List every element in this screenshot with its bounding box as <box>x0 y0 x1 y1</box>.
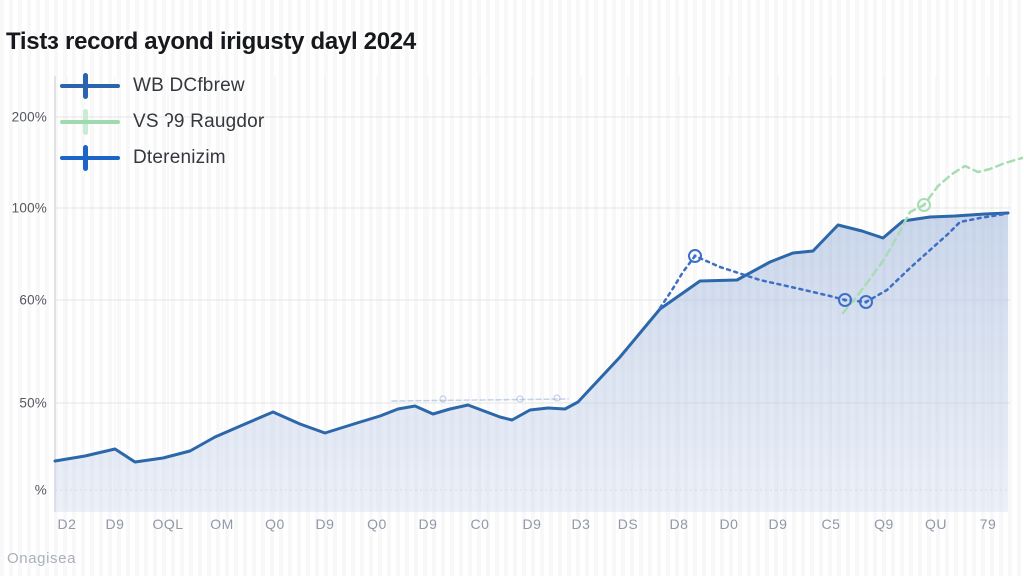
x-axis-tick-label: QU <box>925 516 947 532</box>
x-axis-tick-label: D2 <box>57 516 77 532</box>
x-axis-tick-label: OQL <box>152 516 184 532</box>
x-axis-tick-label: Q0 <box>265 516 285 532</box>
series-markers <box>439 198 931 403</box>
legend-plus-marker-icon <box>60 71 120 101</box>
legend-item: VS ʔ9 Raugdor <box>60 104 264 140</box>
source-caption: Onagisea <box>7 550 77 567</box>
y-axis-tick-label: 100% <box>11 200 47 216</box>
y-axis-tick-label: 60% <box>19 292 47 308</box>
x-axis-tick-label: Q0 <box>367 516 387 532</box>
legend-item: WB DCfbrew <box>60 68 264 104</box>
x-axis-tick-label: D8 <box>669 516 689 532</box>
x-axis-tick-label: D9 <box>418 516 438 532</box>
legend-label: VS ʔ9 Raugdor <box>133 111 265 132</box>
legend: WB DCfbrew VS ʔ9 Raugdor Dterenizim <box>60 68 264 176</box>
x-axis-tick-label: D0 <box>719 516 739 532</box>
area-fill <box>55 213 1008 512</box>
legend-plus-marker-icon <box>60 107 120 137</box>
x-axis-tick-label: D3 <box>571 516 591 532</box>
chart-title: Tistɜ record ayond irigusty dayl 2024 <box>6 28 416 55</box>
x-axis-tick-label: D9 <box>105 516 125 532</box>
y-axis-tick-label: % <box>34 482 47 498</box>
x-axis-tick-label: 79 <box>979 516 997 532</box>
x-axis-tick-label: D9 <box>522 516 542 532</box>
legend-label: Dterenizim <box>133 147 226 168</box>
x-axis-tick-label: D9 <box>768 516 788 532</box>
x-axis-tick-label: DS <box>617 516 639 532</box>
legend-plus-marker-icon <box>60 143 120 173</box>
y-axis-tick-label: 50% <box>19 395 47 411</box>
x-axis-tick-label: C0 <box>470 516 490 532</box>
x-axis-tick-label: OM <box>210 516 234 532</box>
legend-item: Dterenizim <box>60 140 264 176</box>
y-axis-tick-label: 200% <box>11 109 47 125</box>
x-axis-tick-label: C5 <box>821 516 841 532</box>
legend-label: WB DCfbrew <box>133 75 245 96</box>
x-axis-tick-label: Q9 <box>874 516 894 532</box>
x-axis-tick-label: D9 <box>315 516 335 532</box>
